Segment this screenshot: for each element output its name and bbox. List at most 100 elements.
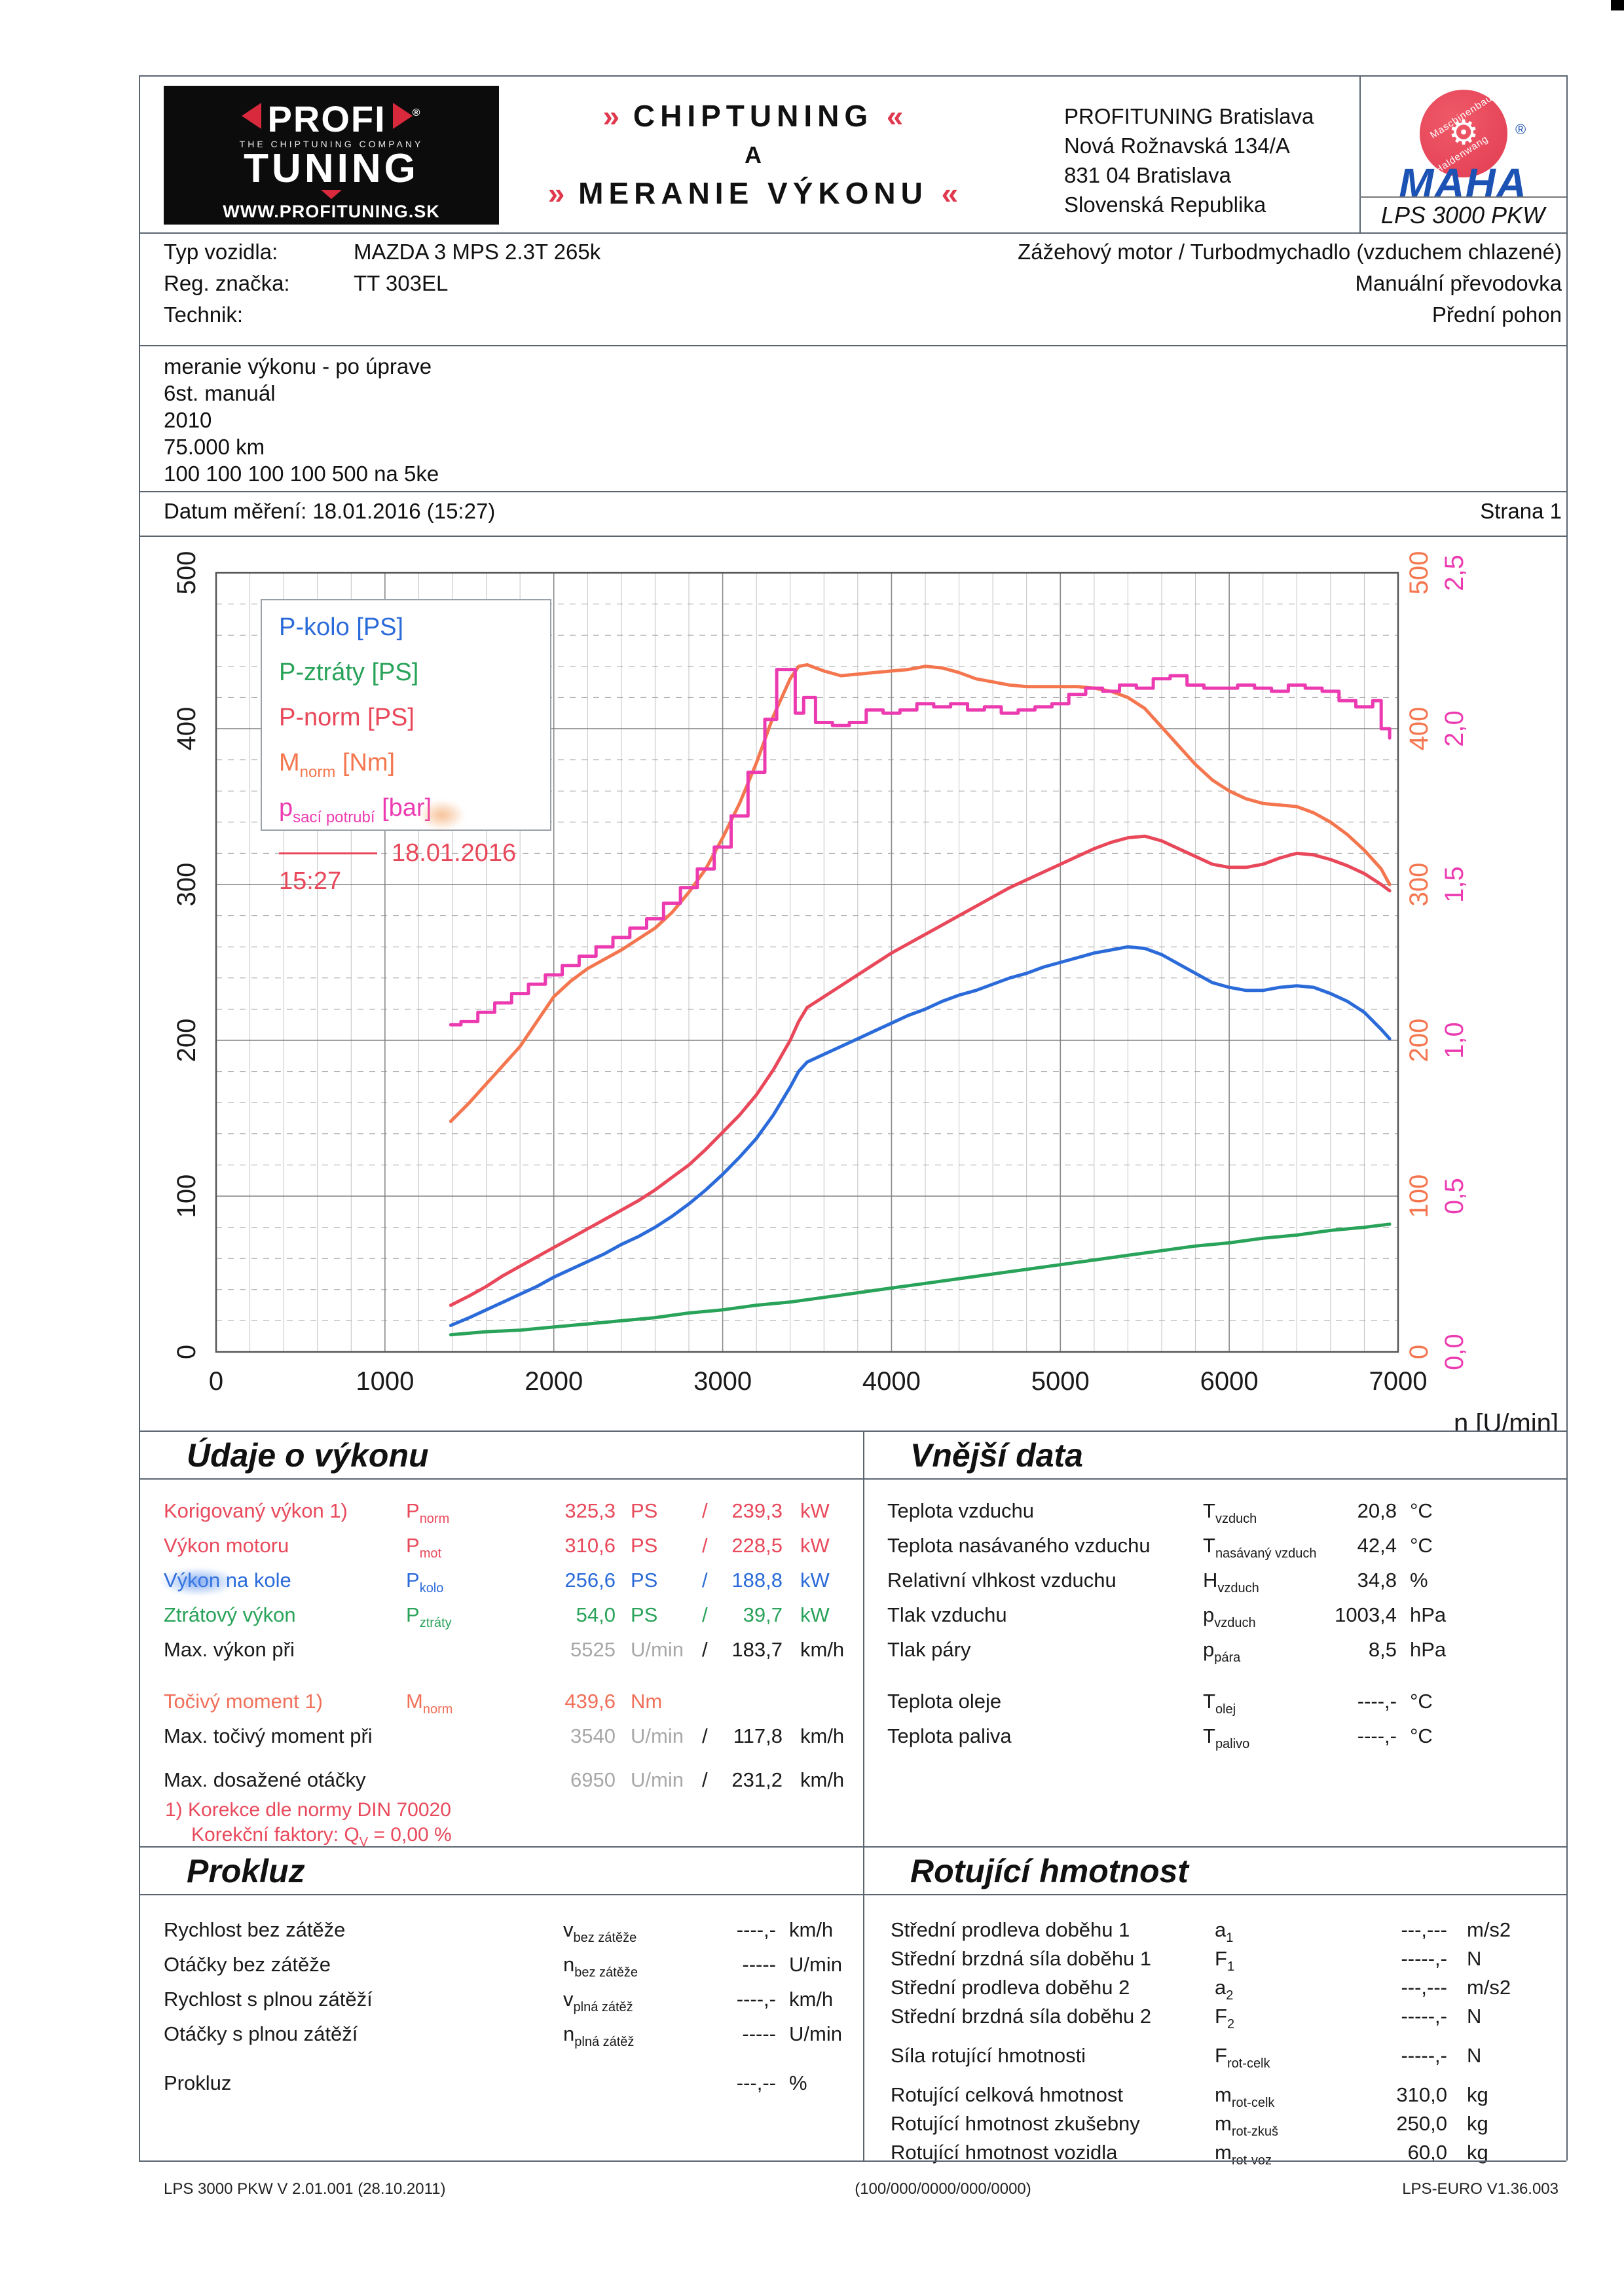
cell: Tlak páry (887, 1638, 971, 1661)
table-row: Střední brzdná síla doběhu 1 F1 -----,- N (884, 1947, 1562, 1978)
cell: Rotující hmotnost vozidla (891, 2141, 1118, 2164)
legend-item: Mnorm [Nm] (279, 749, 396, 781)
cell: kg (1467, 2141, 1488, 2164)
svg-text:0: 0 (172, 1345, 201, 1359)
table-row: Ztrátový výkon Pztráty 54,0 PS / 39,7 kW (160, 1603, 863, 1635)
rotating-mass-table: Střední prodleva doběhu 1 a1 ---,--- m/s2 St… (884, 1918, 1562, 2168)
table-row: Tlak vzduchu pvzduch 1003,4 hPa (884, 1603, 1562, 1635)
cell: 39,7 (743, 1603, 783, 1626)
cell: m/s2 (1467, 1918, 1511, 1941)
column-divider (863, 1430, 864, 2160)
symbol: F2 (1215, 2005, 1235, 2032)
cell: Max. točivý moment při (164, 1724, 373, 1747)
cell: -----,- (1401, 1947, 1447, 1970)
legend-item: P-kolo [PS] (279, 613, 404, 641)
cell: Teplota paliva (887, 1724, 1012, 1747)
cell: PS (631, 1534, 658, 1557)
drive-type: Přední pohon (1431, 302, 1562, 327)
profituning-logo: PROFI ® THE CHIPTUNING COMPANY TUNING WWW… (164, 86, 499, 225)
cell: 5525 (570, 1638, 616, 1661)
cell: 188,8 (731, 1569, 783, 1592)
cell: / (702, 1569, 708, 1592)
chevron-close-icon: « (886, 99, 904, 133)
symbol: mrot-voz (1215, 2141, 1272, 2168)
table-row: Rotující hmotnost vozidla mrot-voz 60,0 kg (884, 2141, 1562, 2172)
cell: PS (631, 1603, 658, 1626)
svg-text:0,0: 0,0 (1440, 1334, 1469, 1370)
cell: 54,0 (576, 1603, 616, 1626)
cell: U/min (789, 2022, 842, 2045)
symbol: Pmot (406, 1534, 442, 1561)
symbol: mrot-zkuš (1215, 2112, 1278, 2139)
svg-text:200: 200 (172, 1019, 201, 1063)
svg-text:500: 500 (1405, 551, 1433, 595)
logo-profi-text: PROFI (267, 98, 386, 139)
cell: Tlak vzduchu (887, 1603, 1007, 1626)
svg-text:2,0: 2,0 (1440, 710, 1469, 747)
cell: kW (800, 1569, 830, 1592)
table-row: Prokluz ---,--% (160, 2071, 863, 2103)
rule (139, 536, 1566, 537)
rule (139, 491, 1566, 492)
triangle-right-icon (392, 103, 413, 129)
table-row: Teplota nasávaného vzduchu Tnasávaný vzdu… (884, 1534, 1562, 1565)
table-row: Střední prodleva doběhu 1 a1 ---,--- m/s2 (884, 1918, 1562, 1950)
table-row: Teplota vzduchu Tvzduch 20,8 °C (884, 1499, 1562, 1531)
svg-text:400: 400 (172, 707, 201, 751)
cell: / (702, 1768, 708, 1791)
cell: / (702, 1638, 708, 1661)
vehicle-type-value: MAZDA 3 MPS 2.3T 265k (354, 240, 601, 264)
section-title-rotating-mass: Rotující hmotnost (910, 1853, 1189, 1889)
cell: °C (1410, 1690, 1433, 1713)
symbol: Mnorm (406, 1690, 453, 1717)
cell: Max. dosažené otáčky (164, 1768, 366, 1791)
symbol: F1 (1215, 1947, 1235, 1974)
cell: N (1467, 2005, 1482, 2028)
note-line: 6st. manuál (164, 381, 276, 405)
cell: ----- (742, 1953, 776, 1976)
cell: Rychlost bez zátěže (164, 1918, 346, 1941)
table-row: Tlak páry ppára 8,5 hPa (884, 1638, 1562, 1669)
cell: km/h (800, 1638, 845, 1661)
cell: U/min (631, 1638, 684, 1661)
legend-item: psací potrubí [bar] (279, 794, 432, 826)
cell: 117,8 (733, 1724, 783, 1747)
chevron-open-icon: » (547, 176, 565, 210)
cell: Otáčky bez zátěže (164, 1953, 331, 1976)
cell: 228,5 (731, 1534, 783, 1557)
cell: Výkon motoru (164, 1534, 289, 1557)
chevron-open-icon: » (602, 99, 620, 133)
cell: 8,5 (1368, 1638, 1397, 1661)
legend-item: P-norm [PS] (279, 704, 415, 731)
cell: Teplota vzduchu (887, 1499, 1035, 1522)
cell: Rotující celková hmotnost (891, 2083, 1123, 2106)
cell: % (789, 2071, 807, 2094)
table-row: Korigovaný výkon 1) Pnorm 325,3 PS / 239,3 kW (160, 1499, 863, 1531)
address-line: Slovenská Republika (1064, 192, 1266, 217)
cell: / (702, 1534, 708, 1557)
table-row: Max. dosažené otáčky 6950 U/min / 231,2 km/h (160, 1768, 863, 1800)
maha-badge-icon: Maschinenbau ⚙ Haldenwang (1420, 90, 1507, 177)
cell: °C (1410, 1534, 1433, 1557)
symbol: nbez zátěže (563, 1953, 638, 1980)
cell: 183,7 (731, 1638, 783, 1661)
cell: PS (631, 1499, 658, 1522)
cell: kW (800, 1534, 830, 1557)
cell-with-pen-scribble: Výkon na kole (164, 1569, 291, 1592)
cell: ---,--- (1401, 1976, 1447, 1999)
svg-text:0,5: 0,5 (1440, 1178, 1469, 1214)
cell: 3540 (570, 1724, 616, 1747)
scan-corner-artifact (1611, 0, 1624, 10)
cell: Rotující hmotnost zkušebny (891, 2112, 1140, 2135)
svg-text:200: 200 (1405, 1019, 1433, 1063)
symbol: ppára (1203, 1638, 1241, 1665)
cell: 20,8 (1357, 1499, 1397, 1522)
svg-text:400: 400 (1405, 707, 1433, 751)
gear-icon: ⚙ (1448, 113, 1479, 152)
cell: kW (800, 1499, 830, 1522)
table-row: Relativní vlhkost vzduchu Hvzduch 34,8% (884, 1569, 1562, 1600)
note-line: 75.000 km (164, 435, 265, 459)
address-line: PROFITUNING Bratislava (1064, 104, 1314, 128)
registered-mark: ® (1515, 121, 1526, 137)
